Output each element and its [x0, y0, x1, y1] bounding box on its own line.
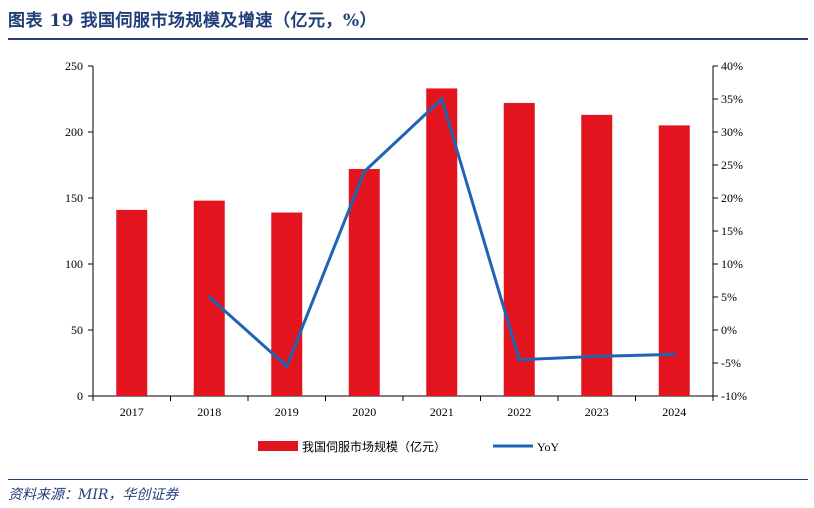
yoy-point: [517, 358, 521, 362]
right-tick-label: 0%: [721, 323, 737, 337]
bar: [426, 88, 458, 396]
right-tick-label: 35%: [721, 92, 743, 106]
right-tick-label: 40%: [721, 59, 743, 73]
right-tick-label: 5%: [721, 290, 737, 304]
left-tick-label: 200: [65, 125, 83, 139]
yoy-point: [362, 170, 366, 174]
figure-header: 图表 19 我国伺服市场规模及增速（亿元，%）: [8, 4, 808, 34]
yoy-point: [672, 352, 676, 356]
right-tick-label: 30%: [721, 125, 743, 139]
right-tick-label: -10%: [721, 389, 747, 403]
right-tick-label: 20%: [721, 191, 743, 205]
left-tick-label: 250: [65, 59, 83, 73]
x-tick-label: 2021: [430, 405, 454, 419]
x-tick-label: 2017: [120, 405, 144, 419]
left-tick-label: 50: [71, 323, 83, 337]
bar: [658, 125, 690, 397]
right-tick-label: 25%: [721, 158, 743, 172]
legend-swatch-bar: [258, 441, 298, 451]
chart: 0 50 100 150 200 250 -10% -5% 0% 5% 10% 15% 20% 25% 30…: [65, 59, 747, 454]
figure-title: 图表 19 我国伺服市场规模及增速（亿元，%）: [8, 11, 378, 31]
x-tick-label: 2023: [585, 405, 609, 419]
bar: [116, 209, 148, 396]
x-tick-label: 2020: [352, 405, 376, 419]
bar: [503, 102, 535, 397]
title-divider: [8, 38, 808, 40]
left-tick-label: 150: [65, 191, 83, 205]
yoy-point: [285, 364, 289, 368]
left-tick-label: 100: [65, 257, 83, 271]
x-tick-label: 2022: [507, 405, 531, 419]
yoy-point: [440, 97, 444, 101]
right-tick-label: 15%: [721, 224, 743, 238]
right-tick-label: 10%: [721, 257, 743, 271]
bar: [581, 114, 613, 396]
x-tick-label: 2019: [275, 405, 299, 419]
legend-label-bar: 我国伺服市场规模（亿元）: [302, 439, 446, 454]
yoy-point: [207, 295, 211, 299]
x-tick-label: 2018: [197, 405, 221, 419]
legend-label-line: YoY: [537, 440, 559, 454]
bar: [271, 212, 303, 396]
yoy-point: [595, 354, 599, 358]
footer-divider: [8, 479, 808, 480]
right-tick-label: -5%: [721, 356, 741, 370]
x-tick-label: 2024: [662, 405, 686, 419]
bar: [348, 168, 380, 396]
left-tick-label: 0: [77, 389, 83, 403]
source-note: 资料来源：MIR，华创证券: [8, 487, 179, 503]
